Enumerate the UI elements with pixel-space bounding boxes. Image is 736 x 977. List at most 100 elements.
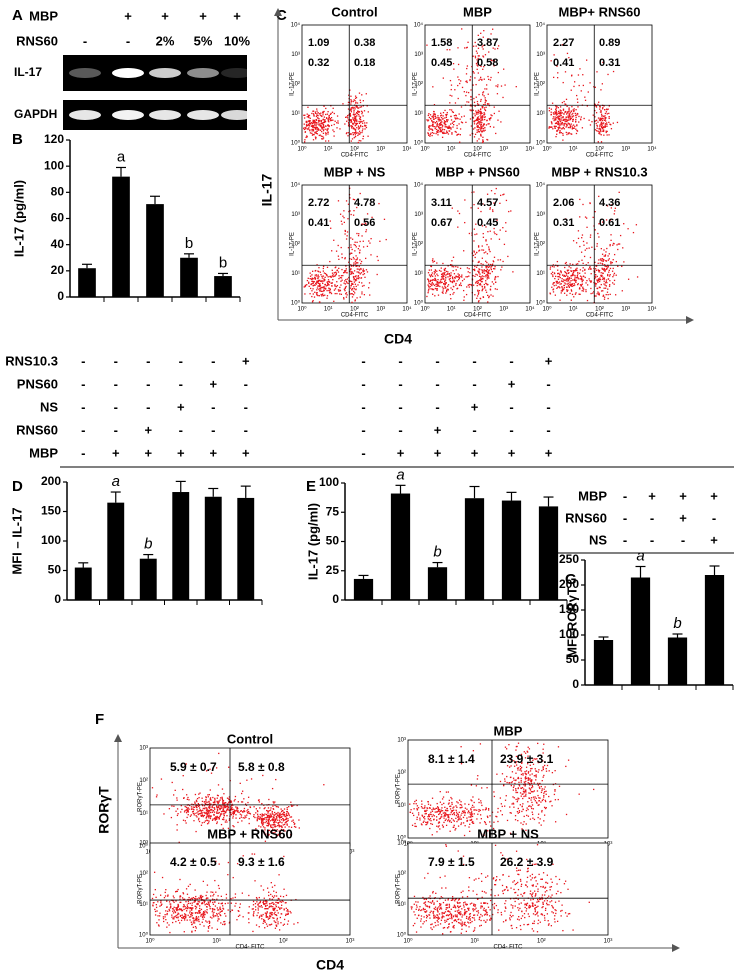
event-dot — [205, 807, 206, 808]
event-dot — [164, 916, 165, 917]
event-dot — [159, 906, 160, 907]
event-dot — [289, 815, 290, 816]
event-dot — [351, 293, 352, 294]
event-dot — [487, 103, 488, 104]
event-dot — [484, 130, 485, 131]
axis-tick-label: 10⁰ — [291, 300, 301, 307]
event-dot — [576, 130, 577, 131]
event-dot — [448, 816, 449, 817]
event-dot — [338, 245, 339, 246]
event-dot — [368, 240, 369, 241]
event-dot — [261, 819, 262, 820]
event-dot — [455, 828, 456, 829]
event-dot — [358, 248, 359, 249]
event-dot — [585, 277, 586, 278]
event-dot — [223, 793, 224, 794]
event-dot — [196, 807, 197, 808]
plot-x-axis: CD4-FITC — [341, 153, 369, 159]
event-dot — [359, 115, 360, 116]
event-dot — [554, 126, 555, 127]
event-dot — [450, 116, 451, 117]
quadrant-value: 0.38 — [354, 37, 375, 49]
event-dot — [452, 293, 453, 294]
event-dot — [355, 134, 356, 135]
event-dot — [456, 269, 457, 270]
event-dot — [481, 278, 482, 279]
event-dot — [560, 270, 561, 271]
event-dot — [183, 904, 184, 905]
event-dot — [502, 773, 503, 774]
event-dot — [474, 270, 475, 271]
event-dot — [487, 816, 488, 817]
event-dot — [190, 816, 191, 817]
event-dot — [568, 116, 569, 117]
row-label: RNS10.3 — [5, 353, 58, 368]
event-dot — [208, 901, 209, 902]
event-dot — [458, 123, 459, 124]
event-dot — [436, 129, 437, 130]
y-tick-label: 150 — [559, 602, 579, 616]
event-dot — [267, 823, 268, 824]
event-dot — [362, 270, 363, 271]
quadrant-value: 0.56 — [354, 217, 375, 229]
treatment-sign: + — [124, 8, 132, 23]
event-dot — [244, 817, 245, 818]
event-dot — [319, 284, 320, 285]
event-dot — [537, 743, 538, 744]
event-dot — [459, 142, 460, 143]
event-dot — [427, 284, 428, 285]
event-dot — [517, 801, 518, 802]
event-dot — [622, 290, 623, 291]
event-dot — [457, 266, 458, 267]
event-dot — [566, 134, 567, 135]
event-dot — [428, 281, 429, 282]
event-dot — [304, 139, 305, 140]
event-dot — [482, 94, 483, 95]
event-dot — [558, 276, 559, 277]
event-dot — [502, 261, 503, 262]
event-dot — [172, 911, 173, 912]
event-dot — [218, 913, 219, 914]
event-dot — [564, 271, 565, 272]
event-dot — [527, 809, 528, 810]
event-dot — [572, 294, 573, 295]
event-dot — [486, 787, 487, 788]
event-dot — [431, 285, 432, 286]
event-dot — [206, 807, 207, 808]
event-dot — [170, 907, 171, 908]
event-dot — [443, 276, 444, 277]
event-dot — [359, 250, 360, 251]
event-dot — [554, 278, 555, 279]
event-dot — [183, 906, 184, 907]
event-dot — [612, 276, 613, 277]
event-dot — [418, 807, 419, 808]
event-dot — [605, 282, 606, 283]
event-dot — [480, 298, 481, 299]
event-dot — [313, 293, 314, 294]
event-dot — [544, 791, 545, 792]
event-dot — [442, 129, 443, 130]
event-dot — [328, 120, 329, 121]
event-dot — [303, 128, 304, 129]
event-dot — [475, 257, 476, 258]
event-dot — [356, 278, 357, 279]
treatment-sign: + — [648, 488, 656, 503]
event-dot — [476, 119, 477, 120]
event-dot — [610, 261, 611, 262]
y-axis-label: RORγT — [96, 786, 112, 834]
event-dot — [482, 106, 483, 107]
event-dot — [461, 813, 462, 814]
event-dot — [243, 817, 244, 818]
event-dot — [570, 119, 571, 120]
event-dot — [430, 118, 431, 119]
event-dot — [496, 816, 497, 817]
event-dot — [359, 266, 360, 267]
event-dot — [596, 125, 597, 126]
gel-band — [69, 110, 101, 120]
event-dot — [552, 772, 553, 773]
event-dot — [488, 51, 489, 52]
event-dot — [324, 116, 325, 117]
event-dot — [542, 749, 543, 750]
event-dot — [539, 788, 540, 789]
event-dot — [473, 807, 474, 808]
